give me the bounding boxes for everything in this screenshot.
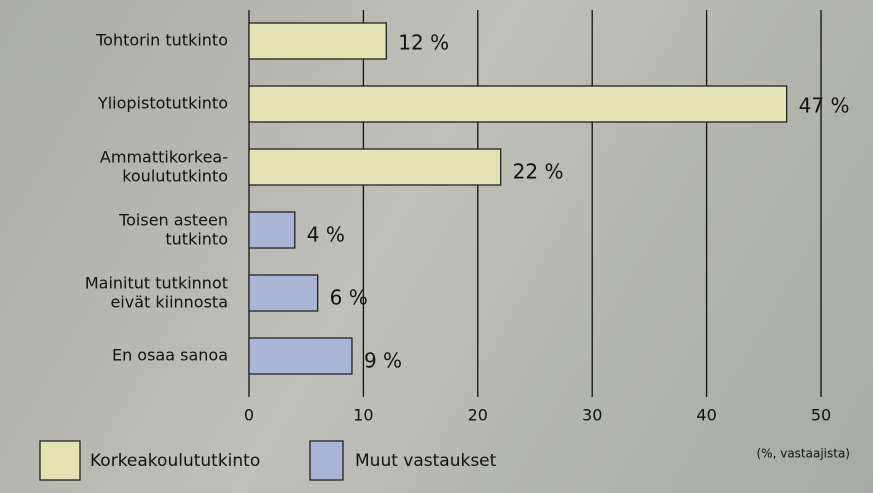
x-tick-label: 30 [582, 406, 602, 425]
legend-label: Muut vastaukset [355, 451, 497, 471]
bar [249, 86, 787, 122]
value-label: 4 % [307, 223, 345, 247]
category-label: Tohtorin tutkinto [95, 31, 228, 50]
bar [249, 149, 501, 185]
x-tick-label: 10 [353, 406, 373, 425]
x-tick-label: 50 [811, 406, 831, 425]
value-label: 47 % [799, 94, 850, 118]
chart: (%, vastaajista) 0 10 20 30 40 50 Tohtorin tut… [0, 0, 873, 493]
bar [249, 338, 352, 374]
x-tick-label: 20 [468, 406, 488, 425]
category-label: Yliopistotutkinto [97, 94, 228, 113]
legend-swatch [310, 441, 343, 480]
x-tick-label: 40 [696, 406, 716, 425]
legend-swatch [40, 441, 80, 480]
category-label: Ammattikorkea-koulututkinto [100, 147, 228, 185]
legend-label: Korkeakoulututkinto [90, 451, 260, 471]
category-label: En osaa sanoa [112, 346, 228, 365]
bar [249, 23, 386, 59]
bar [249, 275, 318, 311]
value-label: 22 % [513, 160, 564, 184]
value-label: 9 % [364, 349, 402, 373]
value-label: 12 % [398, 31, 449, 55]
x-tick-label: 0 [244, 406, 254, 425]
value-label: 6 % [330, 286, 368, 310]
bar [249, 212, 295, 248]
annotation: (%, vastaajista) [757, 447, 851, 461]
